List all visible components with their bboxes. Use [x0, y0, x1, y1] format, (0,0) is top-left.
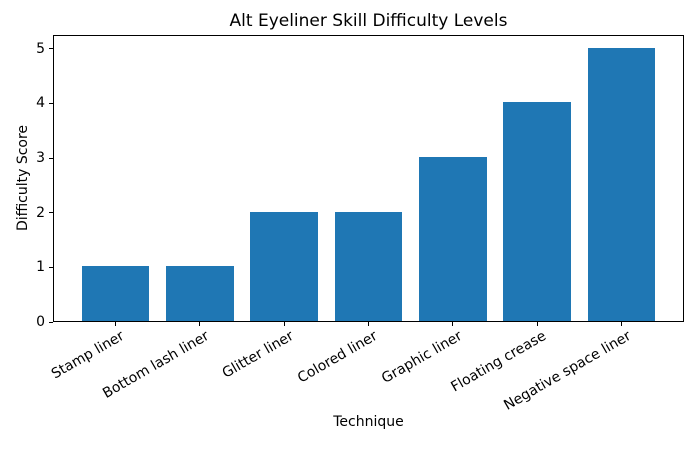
- y-tick-label: 3: [36, 150, 45, 166]
- x-tick-label: Stamp liner: [49, 328, 128, 383]
- x-tick-mark: [536, 322, 538, 326]
- x-tick-mark: [114, 322, 116, 326]
- x-axis-label: Technique: [333, 414, 404, 430]
- chart-title: Alt Eyeliner Skill Difficulty Levels: [229, 11, 508, 31]
- y-tick-mark: [49, 266, 53, 268]
- y-tick-mark: [49, 321, 53, 323]
- y-tick-mark: [49, 102, 53, 104]
- y-tick-label: 0: [36, 314, 45, 330]
- y-tick-mark: [49, 212, 53, 214]
- bar-6: [587, 47, 656, 321]
- y-tick-mark: [49, 48, 53, 50]
- bar-1: [166, 266, 234, 321]
- bar-2: [250, 211, 318, 321]
- y-tick-label: 5: [36, 40, 45, 57]
- y-tick-label: 2: [36, 204, 45, 221]
- bar-5: [503, 102, 571, 321]
- y-tick-label: 1: [36, 259, 45, 276]
- x-tick-mark: [621, 322, 623, 326]
- bar-0: [81, 266, 150, 321]
- x-tick-mark: [368, 322, 369, 326]
- bar-3: [334, 211, 403, 321]
- plot-area: [53, 35, 684, 322]
- bar-4: [419, 157, 487, 321]
- x-tick-label: Glitter liner: [219, 328, 297, 382]
- y-tick-mark: [49, 157, 53, 159]
- y-tick-label: 4: [36, 95, 45, 112]
- x-tick-mark: [452, 322, 454, 326]
- x-tick-label: Colored liner: [295, 328, 381, 387]
- x-tick-mark: [199, 322, 201, 326]
- x-tick-mark: [283, 322, 285, 326]
